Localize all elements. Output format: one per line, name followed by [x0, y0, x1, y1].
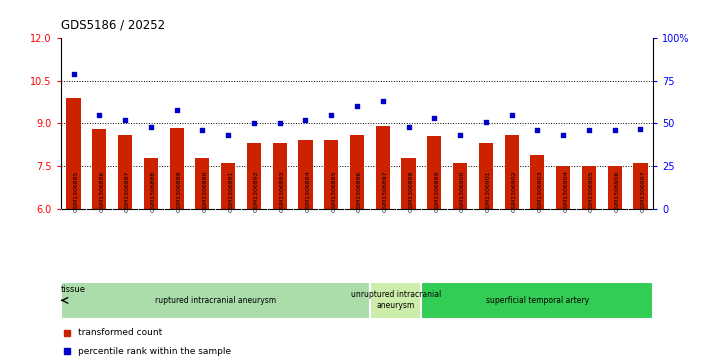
Point	[248, 121, 260, 126]
Text: GSM1306886: GSM1306886	[99, 171, 104, 212]
Text: GSM1306891: GSM1306891	[228, 171, 233, 212]
Text: GSM1306907: GSM1306907	[640, 171, 645, 212]
Point	[558, 132, 569, 138]
Text: GSM1306889: GSM1306889	[176, 171, 181, 212]
Bar	[144, 158, 158, 209]
Bar	[633, 163, 648, 209]
Bar	[92, 129, 106, 209]
Point	[68, 71, 79, 77]
Point	[94, 112, 105, 118]
Bar	[370, 282, 421, 319]
Text: GSM1306901: GSM1306901	[486, 171, 491, 212]
Bar	[169, 128, 183, 209]
Text: GSM1306885: GSM1306885	[74, 171, 79, 212]
Text: GSM1306903: GSM1306903	[538, 171, 543, 212]
Text: GSM1306904: GSM1306904	[563, 171, 568, 212]
Bar	[376, 126, 390, 209]
Bar	[324, 140, 338, 209]
Bar	[247, 143, 261, 209]
Bar	[427, 136, 441, 209]
Text: GSM1306905: GSM1306905	[589, 171, 594, 212]
Point	[377, 98, 388, 104]
Text: transformed count: transformed count	[79, 329, 163, 338]
Point	[403, 124, 414, 130]
Text: GSM1306892: GSM1306892	[254, 171, 259, 212]
Point	[609, 127, 620, 133]
Point	[506, 112, 518, 118]
Bar	[273, 143, 287, 209]
Bar	[66, 98, 81, 209]
Bar	[421, 282, 653, 319]
Text: GDS5186 / 20252: GDS5186 / 20252	[61, 18, 165, 31]
Bar	[453, 163, 467, 209]
Bar	[505, 135, 518, 209]
Text: GSM1306906: GSM1306906	[615, 171, 620, 212]
Point	[145, 124, 156, 130]
Text: GSM1306893: GSM1306893	[280, 171, 285, 212]
Bar	[196, 158, 209, 209]
Text: GSM1306888: GSM1306888	[151, 171, 156, 212]
Bar	[479, 143, 493, 209]
Point	[300, 117, 311, 123]
Bar	[608, 166, 622, 209]
Text: GSM1306896: GSM1306896	[357, 171, 362, 212]
Text: percentile rank within the sample: percentile rank within the sample	[79, 347, 231, 356]
Text: GSM1306897: GSM1306897	[383, 171, 388, 212]
Text: GSM1306898: GSM1306898	[408, 171, 413, 212]
Bar	[221, 163, 235, 209]
Text: GSM1306890: GSM1306890	[202, 171, 207, 212]
Bar	[61, 282, 370, 319]
Text: GSM1306887: GSM1306887	[125, 171, 130, 212]
Point	[635, 126, 646, 131]
Text: GSM1306894: GSM1306894	[306, 171, 311, 212]
Text: tissue: tissue	[61, 285, 86, 294]
Bar	[350, 135, 364, 209]
Text: superficial temporal artery: superficial temporal artery	[486, 296, 589, 305]
Bar	[118, 135, 132, 209]
Bar	[531, 155, 545, 209]
Bar	[298, 140, 313, 209]
Point	[274, 121, 286, 126]
Bar	[401, 158, 416, 209]
Point	[196, 127, 208, 133]
Text: GSM1306895: GSM1306895	[331, 171, 336, 212]
Text: ruptured intracranial aneurysm: ruptured intracranial aneurysm	[155, 296, 276, 305]
Point	[119, 117, 131, 123]
Text: GSM1306900: GSM1306900	[460, 171, 465, 212]
Point	[351, 103, 363, 109]
Point	[326, 112, 337, 118]
Point	[171, 107, 182, 113]
Point	[223, 132, 234, 138]
Point	[532, 127, 543, 133]
Point	[454, 132, 466, 138]
Bar	[556, 166, 570, 209]
Text: GSM1306902: GSM1306902	[512, 171, 517, 212]
Text: unruptured intracranial
aneurysm: unruptured intracranial aneurysm	[351, 290, 441, 310]
Bar	[582, 166, 596, 209]
Text: GSM1306899: GSM1306899	[434, 171, 439, 212]
Point	[428, 115, 440, 121]
Point	[480, 119, 491, 125]
Point	[583, 127, 595, 133]
